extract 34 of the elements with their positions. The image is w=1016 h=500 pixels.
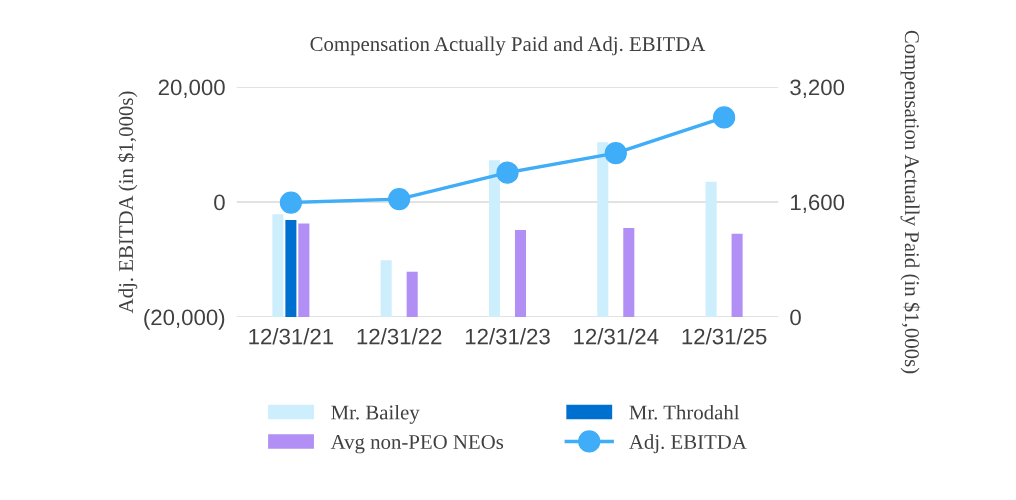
bar (514, 230, 527, 317)
point (279, 191, 302, 214)
point (388, 188, 411, 211)
y2-tick-label: 1,600 (791, 194, 845, 213)
bar (731, 233, 743, 317)
y-tick-label: (20,000) (144, 308, 225, 330)
point (712, 106, 736, 129)
bar (272, 214, 284, 317)
bar (705, 181, 717, 317)
x-tick-label: 12/31/22 (357, 328, 442, 345)
y2-axis-title: Compensation Actually Paid (in $1,000s) (900, 30, 921, 374)
x-tick-label: 12/31/23 (465, 328, 550, 345)
x-tick-label: 12/31/21 (249, 328, 334, 345)
y-tick-label: 0 (214, 194, 225, 211)
bar (298, 223, 310, 317)
bar (597, 142, 609, 317)
bar (285, 219, 297, 317)
x-tick-label: 12/31/24 (574, 328, 659, 345)
legend-label: Mr. Bailey (331, 404, 420, 424)
point (496, 161, 519, 184)
y-axis-title: Adj. EBITDA (in $1,000s) (117, 91, 138, 314)
y2-tick-label: 0 (790, 309, 801, 326)
x-tick-label: 12/31/25 (682, 328, 767, 345)
chart-title: Compensation Actually Paid and Adj. EBITDA (310, 36, 706, 56)
bar (488, 160, 501, 317)
bar (406, 271, 418, 317)
bar (380, 260, 392, 317)
point (604, 142, 627, 165)
legend-label: Mr. Throdahl (629, 404, 740, 420)
legend-label: Adj. EBITDA (629, 434, 747, 454)
legend-label: Avg non-PEO NEOs (330, 435, 504, 454)
bar (623, 227, 635, 317)
y2-tick-label: 3,200 (790, 79, 845, 98)
y-tick-label: 20,000 (158, 79, 225, 98)
